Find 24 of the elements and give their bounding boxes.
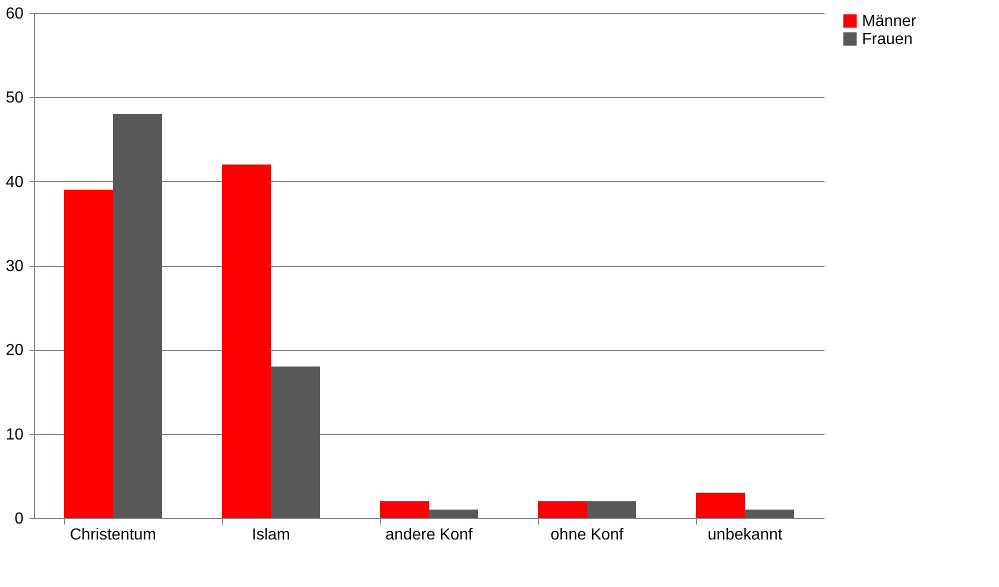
bar bbox=[380, 501, 429, 518]
bar bbox=[64, 190, 113, 518]
legend-label: Frauen bbox=[862, 31, 913, 48]
bar bbox=[113, 114, 162, 518]
x-tick-label: andere Konf bbox=[385, 526, 474, 544]
x-tick-label: unbekannt bbox=[708, 526, 783, 544]
y-tick-label: 10 bbox=[6, 426, 24, 444]
bar bbox=[429, 510, 478, 518]
x-tick-label: Christentum bbox=[70, 526, 156, 544]
bar bbox=[271, 366, 320, 518]
y-tick-label: 40 bbox=[6, 174, 24, 191]
y-tick-label: 50 bbox=[6, 90, 24, 107]
x-tick-label: Islam bbox=[252, 526, 290, 544]
legend-label: Männer bbox=[862, 13, 917, 30]
bar bbox=[587, 501, 636, 518]
y-tick-label: 20 bbox=[6, 342, 24, 360]
y-tick-label: 30 bbox=[6, 258, 24, 275]
bar bbox=[538, 501, 587, 518]
y-tick-label: 0 bbox=[14, 510, 24, 528]
y-tick-label: 60 bbox=[6, 6, 24, 22]
bar bbox=[222, 164, 271, 518]
bar bbox=[745, 510, 794, 518]
bar bbox=[696, 492, 745, 518]
x-tick-label: ohne Konf bbox=[550, 526, 624, 544]
